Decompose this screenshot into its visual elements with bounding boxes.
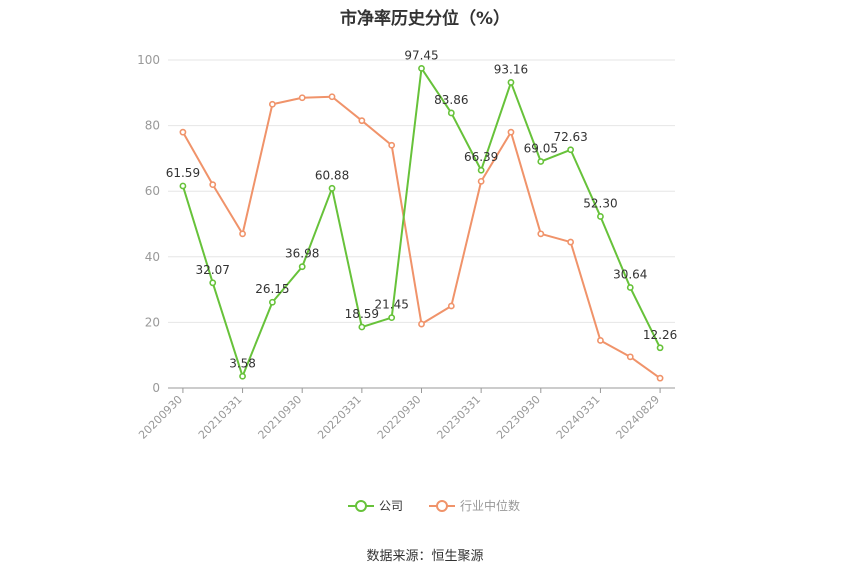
series-line (182, 95, 661, 379)
y-tick-label: 60 (145, 184, 160, 198)
x-tick-label: 20240829 (613, 393, 662, 442)
data-point (656, 374, 664, 382)
data-point (268, 100, 276, 108)
x-tick-label: 20230930 (494, 393, 543, 442)
grid-lines (168, 59, 675, 323)
data-point (626, 284, 634, 291)
data-point (388, 314, 396, 322)
legend-marker (436, 500, 448, 512)
data-point (328, 184, 336, 192)
data-point (328, 93, 336, 101)
legend[interactable]: 公司 行业中位数 (348, 498, 520, 513)
data-label: 3.58 (229, 356, 256, 370)
data-point (477, 177, 485, 185)
data-label: 61.59 (166, 166, 200, 180)
data-label: 30.64 (613, 268, 647, 282)
legend-label: 行业中位数 (460, 498, 520, 513)
series-lines (179, 64, 664, 382)
data-point (537, 158, 545, 165)
y-tick-label: 40 (145, 250, 160, 264)
legend-marker (355, 500, 367, 512)
data-point (567, 238, 575, 246)
data-point (179, 128, 187, 136)
data-point (418, 320, 425, 328)
data-label: 32.07 (196, 263, 230, 277)
x-tick-label: 20210930 (256, 393, 305, 442)
data-label: 83.86 (434, 93, 468, 107)
y-tick-label: 20 (145, 315, 160, 329)
series-line (181, 67, 661, 378)
data-label: 72.63 (553, 130, 587, 144)
data-point (388, 141, 396, 149)
data-point (239, 230, 246, 238)
legend-item[interactable]: 行业中位数 (429, 498, 520, 513)
data-point (507, 128, 515, 136)
data-point (179, 182, 187, 190)
data-point (567, 146, 575, 154)
y-tick-label: 0 (152, 381, 160, 395)
data-point (358, 117, 366, 125)
data-label: 36.98 (285, 247, 319, 261)
data-point (209, 279, 217, 287)
data-point (447, 109, 455, 117)
legend-item[interactable]: 公司 (348, 499, 403, 513)
data-label: 93.16 (494, 62, 528, 76)
data-label: 97.45 (404, 48, 438, 62)
x-tick-label: 20240331 (554, 393, 603, 442)
legend-label: 公司 (379, 499, 403, 513)
data-point (597, 337, 604, 344)
data-label: 52.30 (583, 196, 617, 210)
chart-title: 市净率历史分位（%） (339, 9, 511, 29)
x-tick-label: 20220331 (315, 393, 364, 442)
data-point (358, 323, 366, 331)
y-tick-label: 80 (145, 119, 160, 133)
x-tick-label: 20220930 (375, 393, 424, 442)
data-point (418, 64, 425, 72)
source-note: 数据来源：恒生聚源 (366, 549, 484, 564)
data-label: 18.59 (345, 307, 379, 321)
data-point (239, 372, 246, 380)
y-tick-label: 100 (137, 53, 160, 67)
data-label: 69.05 (524, 142, 558, 156)
data-point (626, 353, 634, 361)
data-point (507, 79, 515, 86)
data-point (447, 302, 455, 310)
data-label: 60.88 (315, 168, 349, 182)
data-point (298, 94, 306, 102)
x-tick-label: 20210331 (196, 393, 245, 442)
data-label: 26.15 (255, 282, 289, 296)
data-point (298, 263, 306, 271)
data-point (209, 181, 217, 189)
data-point (537, 230, 545, 238)
data-point (656, 344, 664, 352)
data-label: 66.39 (464, 150, 498, 164)
x-tick-label: 20200930 (136, 393, 185, 442)
data-point (597, 213, 604, 220)
data-point (477, 166, 485, 174)
data-label: 12.26 (643, 328, 677, 342)
data-label: 21.45 (374, 298, 408, 312)
data-point (268, 298, 276, 306)
x-tick-label: 20230331 (434, 393, 483, 442)
